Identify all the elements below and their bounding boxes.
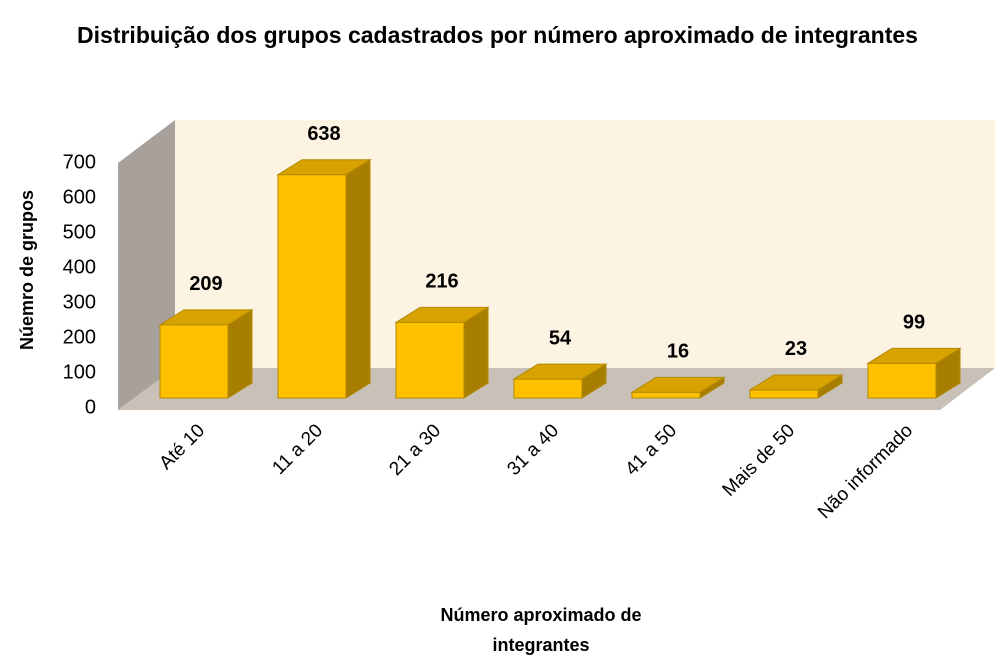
bar [394,306,490,399]
x-tick-label: 41 a 50 [621,420,681,480]
x-tick-label: Não informado [814,420,917,523]
bar-front [749,389,819,399]
bar [748,374,844,399]
x-tick-label: Mais de 50 [719,420,800,501]
value-label: 216 [425,271,458,293]
y-tick-label: 500 [63,221,96,243]
x-tick-label: Até 10 [155,420,209,474]
y-tick-label: 200 [63,326,96,348]
value-label: 54 [549,327,572,349]
x-tick-label: 21 a 30 [385,420,445,480]
y-tick-label: 400 [63,256,96,278]
bar-front [631,391,701,399]
chart-title: Distribuição dos grupos cadastrados por … [77,22,918,48]
x-axis-label: Número aproximado de integrantes [440,605,642,655]
x-tick-label: 11 a 20 [268,420,327,479]
bar-front [867,362,937,399]
bar-front [395,321,465,399]
bar-front [277,174,347,399]
y-tick-label: 100 [63,361,96,383]
bar-front [159,324,229,399]
y-tick-label: 300 [63,291,96,313]
value-label: 16 [667,341,689,363]
value-label: 23 [785,338,807,360]
back-wall [175,120,995,368]
x-tick-label: 31 a 40 [503,420,563,480]
y-tick-label: 700 [63,151,96,173]
value-label: 638 [307,123,340,145]
bar [866,347,962,399]
value-label: 209 [189,273,222,295]
bar [158,308,254,399]
y-axis-label: Núemro de grupos [17,190,37,350]
y-tick-label: 600 [63,186,96,208]
bar [512,363,608,399]
value-label: 99 [903,312,925,334]
bar-side [463,306,489,399]
bar-side [345,158,371,399]
bar [276,158,372,399]
y-tick-label: 0 [85,396,96,418]
bar-front [513,378,583,399]
bar [630,376,726,399]
